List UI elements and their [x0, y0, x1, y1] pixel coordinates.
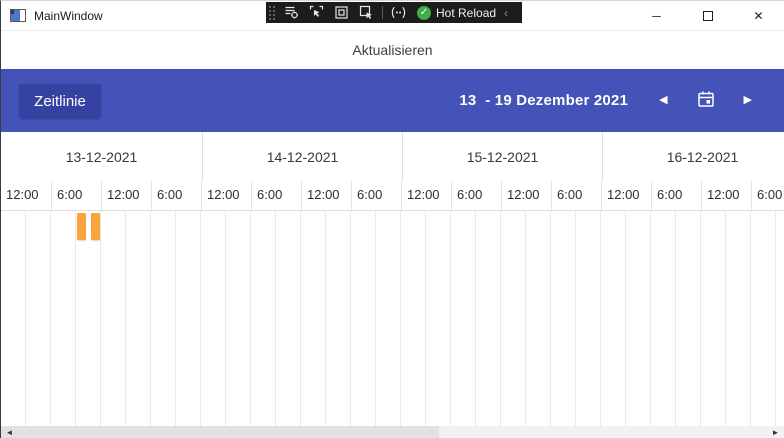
time-label: 6:00 [351, 181, 401, 210]
chevron-left-icon: ◀ [659, 94, 668, 106]
scheduler-toolbar: Zeitlinie 13 - 19 Dezember 2021 ◀ ▶ [1, 69, 784, 132]
hot-reload-glyph-icon [391, 5, 406, 20]
live-visual-tree-icon [284, 5, 299, 20]
scrollbar-thumb[interactable] [18, 426, 439, 438]
time-label: 12:00 [701, 181, 751, 210]
day-header-row: 13-12-2021 14-12-2021 15-12-2021 16-12-2… [1, 132, 784, 181]
date-range-cluster: 13 - 19 Dezember 2021 ◀ ▶ [459, 69, 784, 132]
xaml-hot-reload-button[interactable] [386, 2, 411, 23]
app-window-icon [10, 9, 26, 22]
window-controls: ─ ✕ [631, 1, 784, 31]
time-label: 12:00 [301, 181, 351, 210]
horizontal-scrollbar[interactable]: ◄ ► [1, 426, 784, 438]
appointment-bar[interactable] [91, 213, 100, 240]
close-button[interactable]: ✕ [733, 1, 784, 31]
window-title: MainWindow [34, 8, 103, 23]
time-label: 12:00 [6, 187, 39, 202]
chevron-right-icon: ▶ [743, 94, 752, 106]
refresh-button[interactable]: Aktualisieren [1, 31, 784, 69]
live-visual-tree-button[interactable] [279, 2, 304, 23]
select-element-button[interactable] [304, 2, 329, 23]
scroll-right-button[interactable]: ► [767, 426, 784, 438]
minimize-icon: ─ [652, 9, 661, 23]
day-header-15-12-2021: 15-12-2021 [402, 132, 602, 181]
time-label: 6:00 [51, 181, 101, 210]
scroll-left-icon: ◄ [5, 427, 14, 437]
layout-adorners-icon [334, 5, 349, 20]
time-label: 12:00 [101, 181, 151, 210]
timeline-view-button[interactable]: Zeitlinie [19, 84, 101, 118]
previous-week-button[interactable]: ◀ [655, 91, 671, 110]
day-header-14-12-2021: 14-12-2021 [202, 132, 402, 181]
next-week-button[interactable]: ▶ [740, 91, 756, 110]
appointments-layer [1, 211, 784, 426]
titlebar: MainWindow [1, 1, 784, 31]
track-focused-element-button[interactable] [354, 2, 379, 23]
time-label: 12:00 [201, 181, 251, 210]
select-element-icon [309, 5, 324, 20]
time-label: 6:00 [551, 181, 601, 210]
minimize-button[interactable]: ─ [631, 1, 682, 31]
time-header-row: 12:00 6:00 12:00 6:00 12:00 6:00 12:00 6… [1, 181, 784, 210]
maximize-icon [702, 11, 713, 21]
time-label: 6:00 [651, 181, 701, 210]
time-label: 6:00 [751, 181, 784, 210]
time-label: 12:00 [401, 181, 451, 210]
time-label: 12:00 [601, 181, 651, 210]
toolbar-collapse-chevron-icon[interactable]: ‹ [502, 6, 512, 20]
appointment-bar[interactable] [77, 213, 86, 240]
day-header-16-12-2021: 16-12-2021 [602, 132, 784, 181]
hot-reload-label: Hot Reload [436, 5, 497, 20]
time-label: 6:00 [251, 181, 301, 210]
date-picker-button[interactable] [694, 87, 718, 114]
toolbar-separator [382, 6, 383, 19]
hot-reload-status-button[interactable]: ✓ Hot Reload [411, 5, 502, 20]
debug-toolbar: ✓ Hot Reload ‹ [266, 2, 522, 23]
hot-reload-check-icon: ✓ [417, 5, 431, 20]
close-icon: ✕ [753, 9, 764, 23]
track-focused-element-icon [359, 5, 374, 20]
drag-grip-icon[interactable] [268, 5, 276, 20]
maximize-button[interactable] [682, 1, 733, 31]
day-header-13-12-2021: 13-12-2021 [65, 148, 138, 165]
layout-adorners-button[interactable] [329, 2, 354, 23]
timeline-grid[interactable] [1, 210, 784, 426]
calendar-icon [696, 91, 716, 112]
date-range-label: 13 - 19 Dezember 2021 [459, 92, 629, 109]
scroll-right-icon: ► [771, 427, 780, 437]
time-label: 6:00 [151, 181, 201, 210]
scroll-left-button[interactable]: ◄ [1, 426, 18, 438]
time-label: 6:00 [451, 181, 501, 210]
time-label: 12:00 [501, 181, 551, 210]
